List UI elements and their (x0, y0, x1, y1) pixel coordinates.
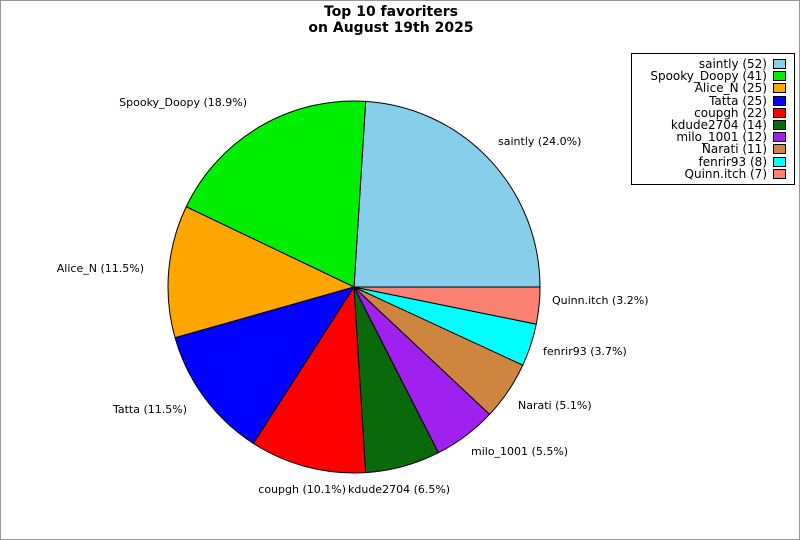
legend-label: milo_1001 (12) (676, 130, 767, 145)
legend-swatch-milo_1001 (773, 132, 786, 143)
legend-label: fenrir93 (8) (698, 154, 768, 169)
chart-title: Top 10 favoriters on August 19th 2025 (1, 4, 781, 36)
slice-label-kdude2704: kdude2704 (6.5%) (348, 483, 450, 496)
legend-item-Alice_N: Alice_N (25) (638, 81, 786, 96)
slice-label-fenrir93: fenrir93 (3.7%) (543, 345, 627, 358)
legend-swatch-kdude2704 (773, 120, 786, 131)
legend-item-saintly: saintly (52) (638, 58, 786, 70)
slice-label-saintly: saintly (24.0%) (498, 135, 581, 148)
chart-title-line1: Top 10 favoriters (324, 4, 458, 20)
legend-item-kdude2704: kdude2704 (14) (638, 119, 786, 131)
legend-item-Quinn.itch: Quinn.itch (7) (638, 166, 786, 181)
slice-label-Quinn.itch: Quinn.itch (3.2%) (552, 294, 649, 307)
legend-item-Narati: Narati (11) (638, 142, 786, 157)
legend-item-coupgh: coupgh (22) (638, 107, 786, 119)
pie-slice-Tatta (174, 286, 355, 444)
pie-slice-Quinn.itch (353, 286, 541, 325)
legend-item-Spooky_Doopy: Spooky_Doopy (41) (638, 70, 786, 82)
slice-label-Alice_N: Alice_N (11.5%) (57, 262, 144, 275)
legend-swatch-coupgh (773, 107, 786, 118)
legend-swatch-fenrir93 (773, 156, 786, 167)
legend-swatch-Quinn.itch (773, 168, 786, 179)
legend-swatch-Tatta (773, 95, 786, 106)
pie-slice-Spooky_Doopy (185, 100, 367, 288)
legend-item-milo_1001: milo_1001 (12) (638, 131, 786, 143)
legend-item-fenrir93: fenrir93 (8) (638, 154, 786, 169)
legend-label: Tatta (25) (709, 93, 767, 108)
legend-label: Alice_N (25) (694, 81, 767, 96)
slice-label-Tatta: Tatta (11.5%) (112, 403, 187, 416)
legend-item-Tatta: Tatta (25) (638, 93, 786, 108)
legend-label: Narati (11) (701, 142, 767, 157)
legend-swatch-Spooky_Doopy (773, 71, 786, 82)
legend-label: kdude2704 (14) (670, 117, 767, 132)
legend-swatch-saintly (773, 59, 786, 70)
legend-swatch-Narati (773, 144, 786, 155)
legend-label: Spooky_Doopy (41) (650, 69, 767, 84)
legend-label: saintly (52) (698, 57, 767, 71)
slice-label-Narati: Narati (5.1%) (518, 399, 592, 412)
chart-title-line2: on August 19th 2025 (308, 20, 474, 36)
legend-label: coupgh (22) (694, 105, 767, 120)
slice-label-Spooky_Doopy: Spooky_Doopy (18.9%) (119, 96, 247, 109)
legend: saintly (52) Spooky_Doopy (41) Alice_N (25… (631, 53, 795, 185)
pie-slice-saintly (353, 100, 541, 288)
legend-label: Quinn.itch (7) (684, 166, 767, 181)
pie-slice-Alice_N (167, 206, 355, 339)
legend-swatch-Alice_N (773, 83, 786, 94)
slice-label-coupgh: coupgh (10.1%) (258, 483, 346, 496)
pie-slice-coupgh (252, 286, 367, 474)
slice-label-milo_1001: milo_1001 (5.5%) (471, 445, 568, 458)
